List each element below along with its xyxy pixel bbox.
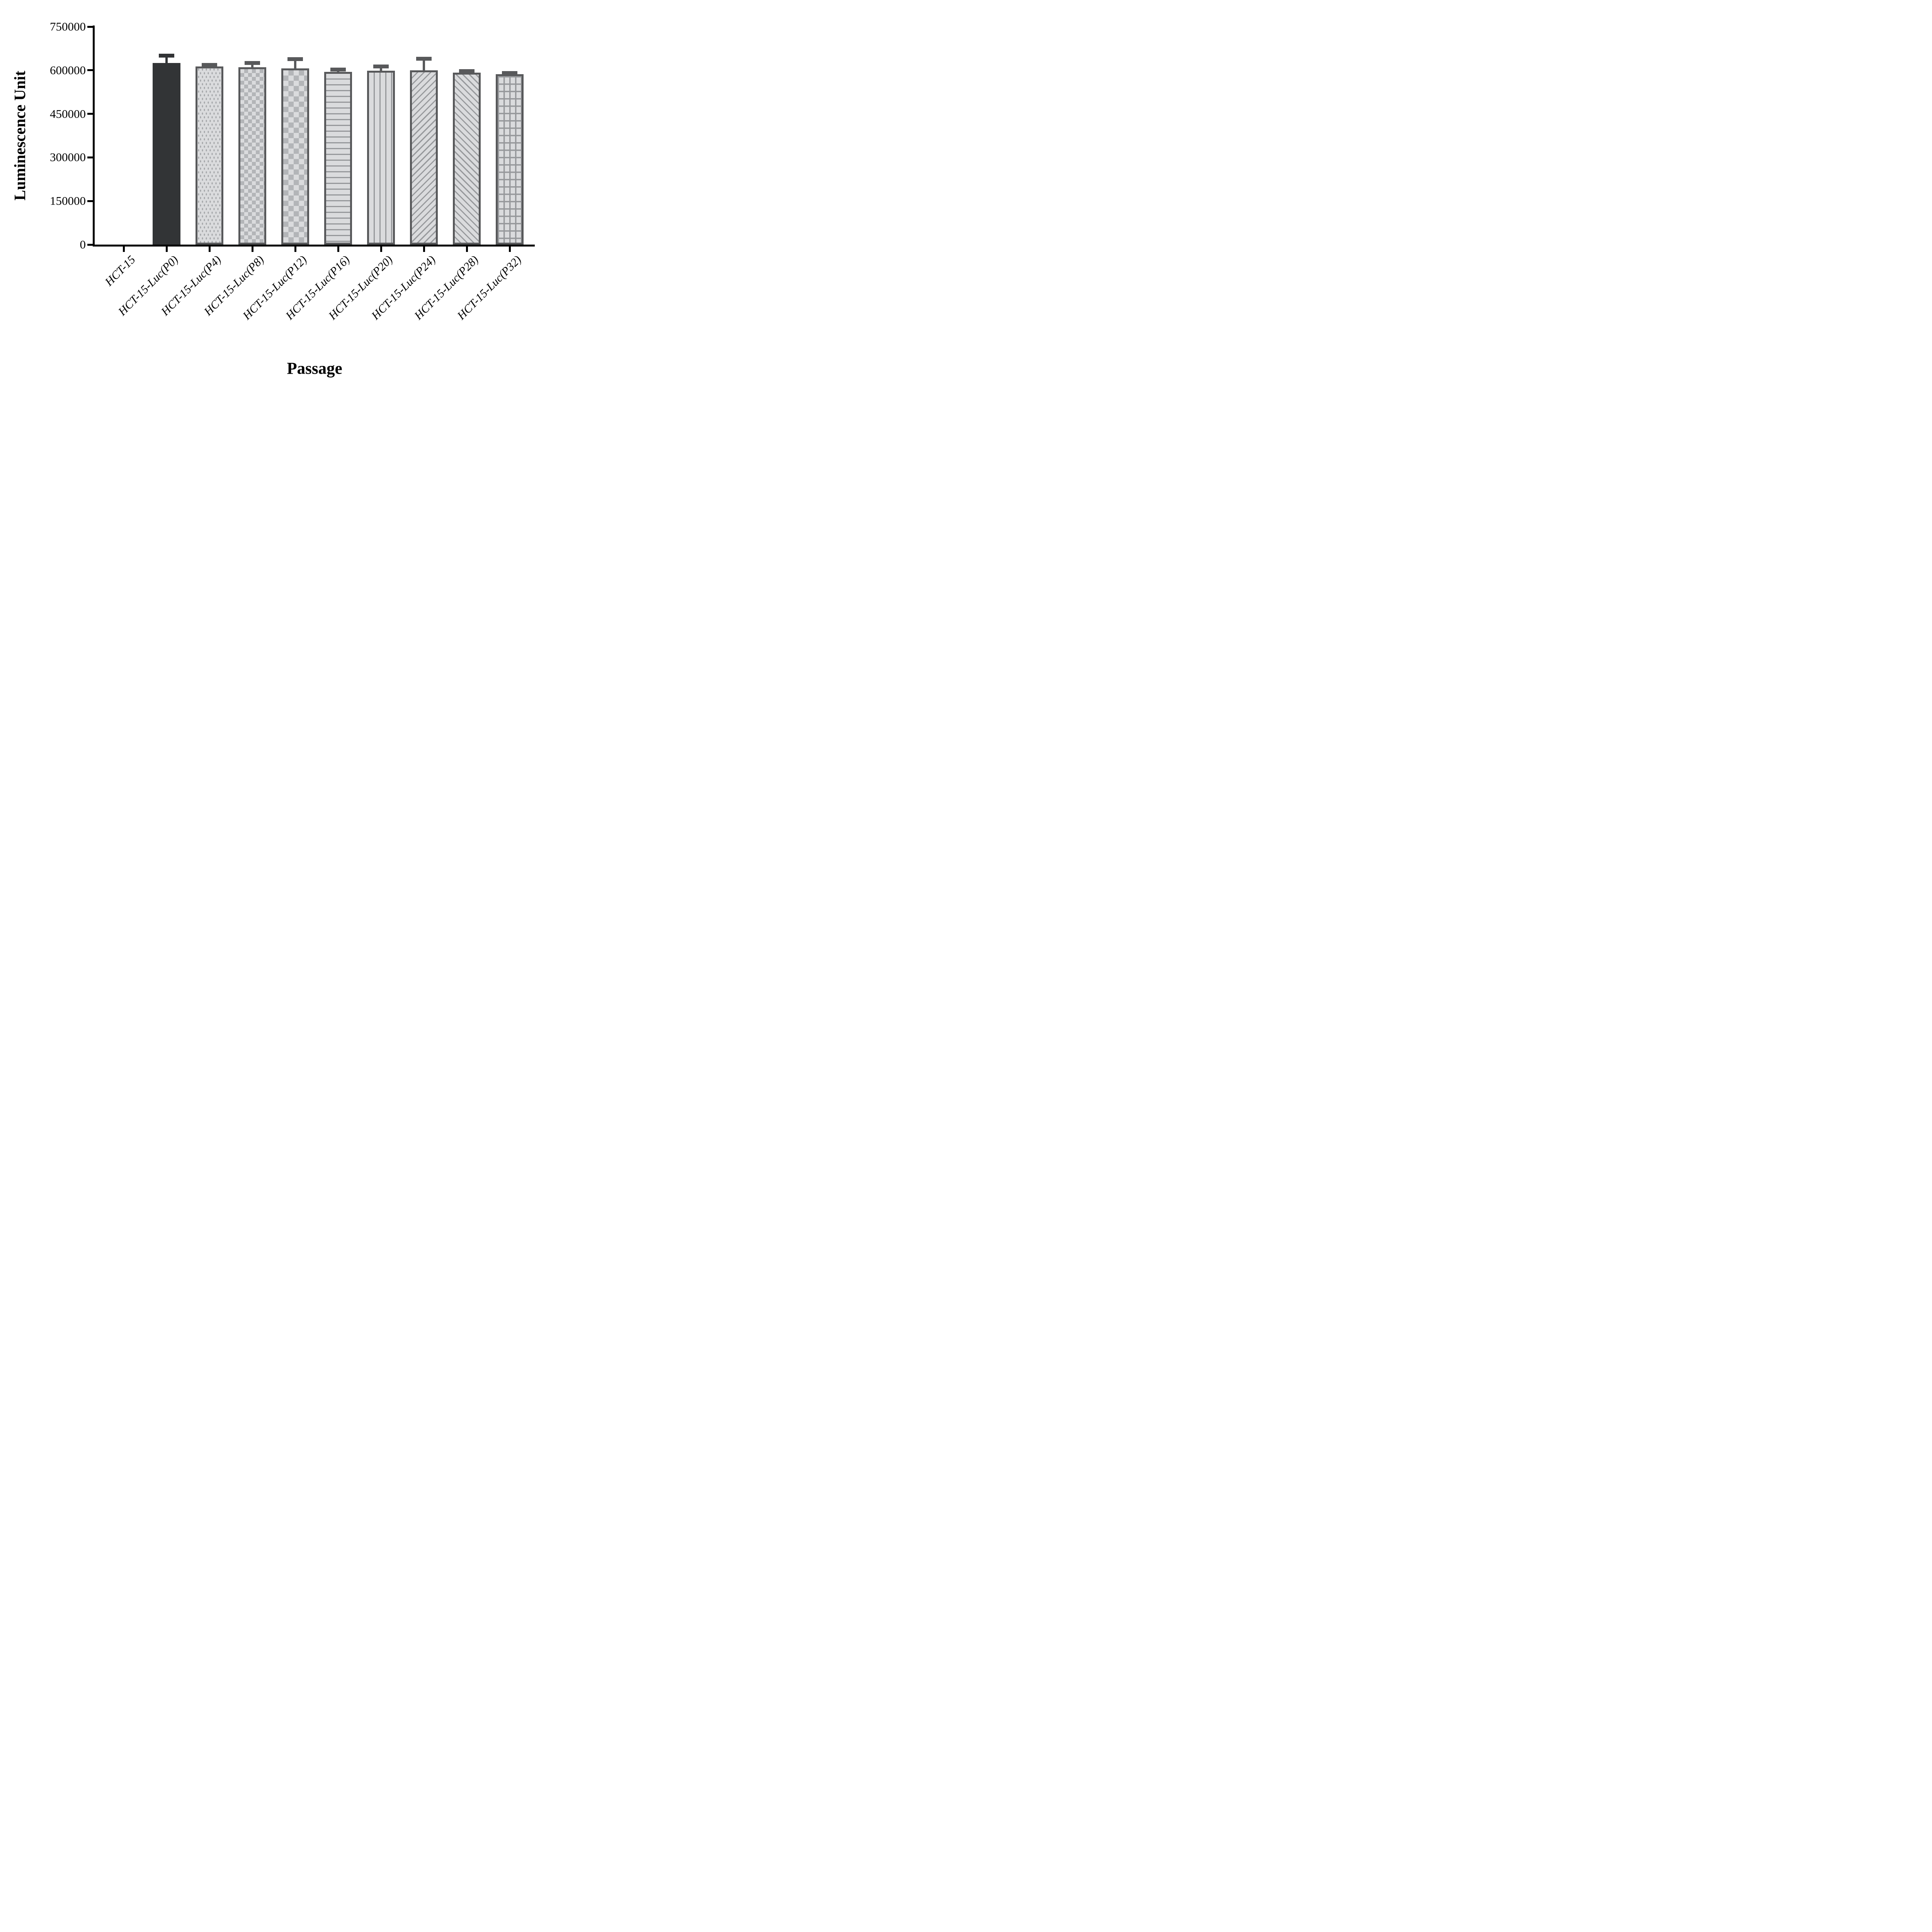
- x-tick-label: HCT-15-Luc(P8): [201, 253, 267, 318]
- bar: [453, 72, 481, 245]
- error-bar-stem: [380, 66, 382, 71]
- y-tick-label: 600000: [50, 63, 86, 77]
- y-tick-label: 450000: [50, 107, 86, 121]
- x-tick-label: HCT-15-Luc(P4): [158, 253, 224, 318]
- x-tick-label: HCT-15-Luc(P28): [412, 253, 481, 322]
- x-tick-mark: [423, 247, 425, 252]
- x-tick-label: HCT-15-Luc(P16): [283, 253, 352, 322]
- bar: [496, 74, 524, 245]
- x-tick-label: HCT-15-Luc(P32): [455, 253, 524, 322]
- x-tick-mark: [165, 247, 168, 252]
- y-tick-label: 750000: [50, 20, 86, 33]
- error-bar-cap: [373, 65, 389, 69]
- y-tick-mark: [87, 156, 93, 158]
- error-bar-cap: [287, 57, 303, 61]
- bar: [238, 67, 266, 245]
- x-tick-mark: [122, 247, 125, 252]
- y-tick-label: 300000: [50, 150, 86, 164]
- bar: [281, 68, 309, 245]
- bar-chart-figure: 0 150000 300000 450000 600000 750000 HCT-15 HC…: [0, 0, 560, 389]
- error-bar-cap: [330, 67, 346, 71]
- error-bar-cap: [459, 69, 474, 73]
- x-tick-mark: [466, 247, 468, 252]
- x-tick-mark: [509, 247, 511, 252]
- x-tick-mark: [251, 247, 253, 252]
- x-tick-mark: [208, 247, 211, 252]
- y-tick-mark: [87, 200, 93, 202]
- error-bar-cap: [159, 54, 174, 58]
- x-tick-label: HCT-15-Luc(P12): [240, 253, 310, 322]
- x-tick-label: HCT-15: [102, 253, 138, 289]
- y-tick-label: 0: [80, 238, 86, 251]
- y-tick-mark: [87, 113, 93, 115]
- error-bar-cap: [502, 71, 517, 75]
- error-bar-cap: [245, 61, 260, 65]
- error-bar-cap: [202, 63, 217, 67]
- x-axis-title: Passage: [287, 359, 342, 378]
- error-bar-stem: [423, 58, 425, 70]
- bar: [153, 63, 180, 245]
- x-tick-mark: [294, 247, 296, 252]
- y-tick-mark: [87, 26, 93, 28]
- y-tick-label: 150000: [50, 194, 86, 208]
- x-tick-mark: [380, 247, 382, 252]
- x-tick-label: HCT-15-Luc(P20): [326, 253, 395, 322]
- y-tick-mark: [87, 243, 93, 246]
- x-tick-mark: [337, 247, 339, 252]
- error-bar-stem: [294, 59, 296, 69]
- y-tick-mark: [87, 69, 93, 71]
- bar: [324, 71, 352, 245]
- y-axis-line: [93, 26, 95, 247]
- bar: [367, 71, 395, 245]
- x-tick-label: HCT-15-Luc(P0): [116, 253, 181, 318]
- x-axis-line: [93, 245, 535, 247]
- error-bar-cap: [416, 56, 432, 61]
- bar: [410, 70, 438, 245]
- error-bar-stem: [165, 56, 168, 63]
- bar: [196, 66, 223, 245]
- error-bar-stem: [251, 63, 253, 68]
- y-axis-title: Luminescence Unit: [11, 71, 29, 201]
- x-tick-label: HCT-15-Luc(P24): [369, 253, 438, 322]
